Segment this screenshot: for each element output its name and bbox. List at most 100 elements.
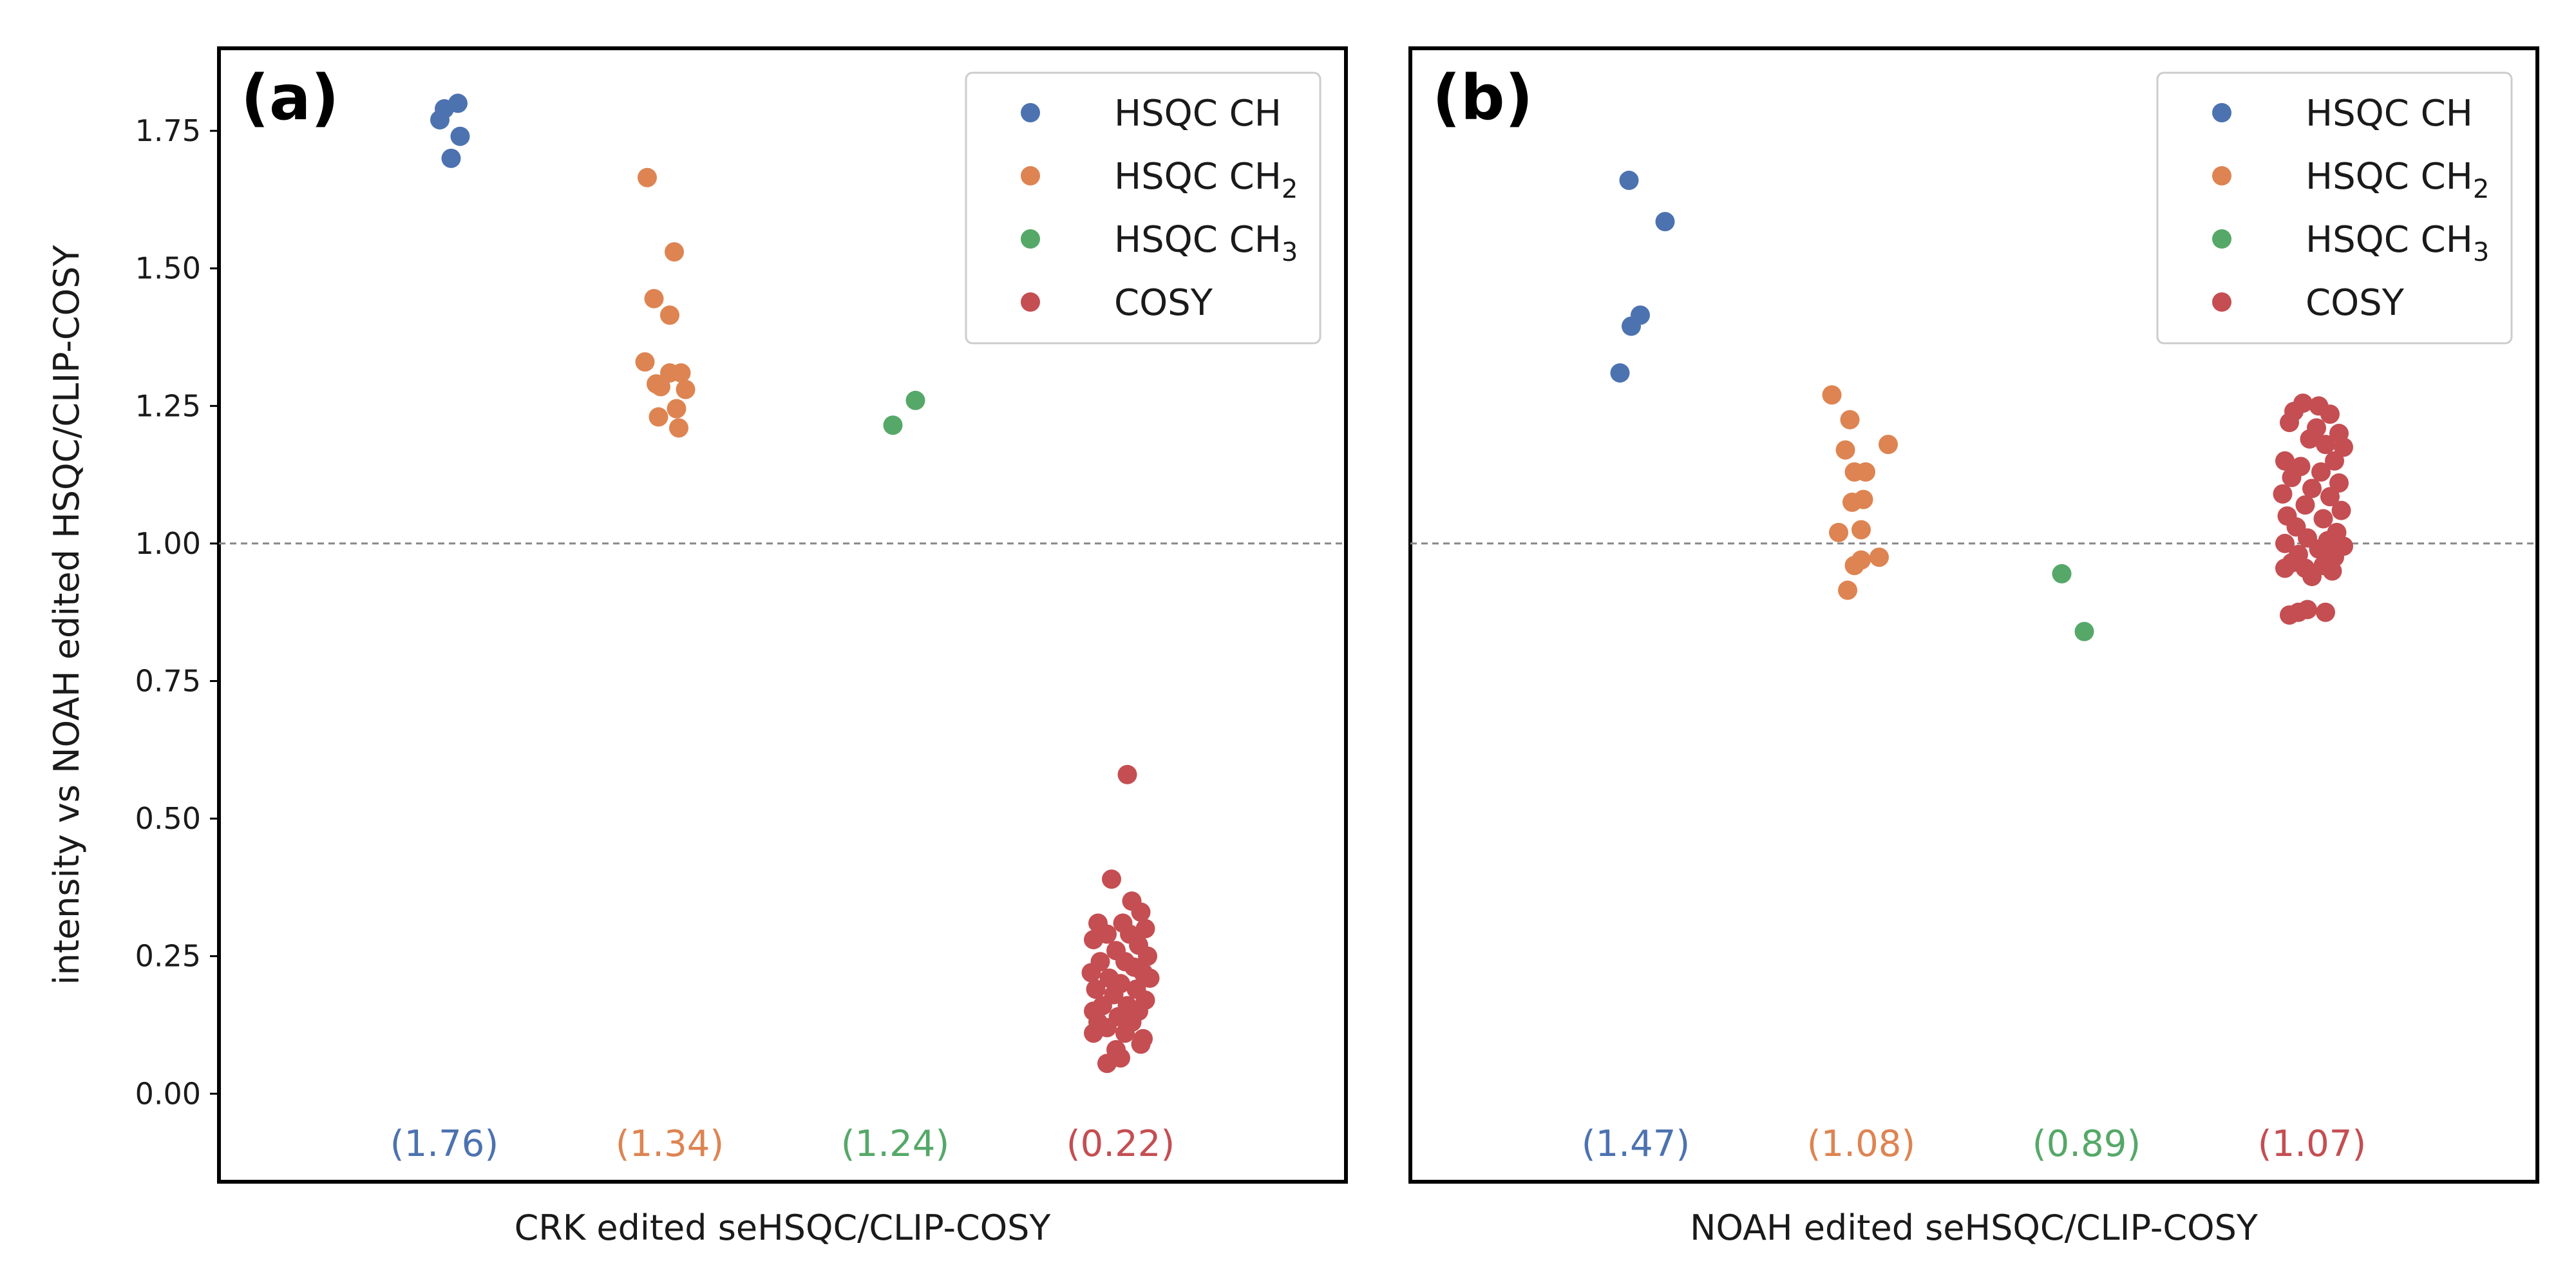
data-point xyxy=(2273,484,2293,504)
y-tick-label: 0.75 xyxy=(135,664,201,699)
mean-label: (1.07) xyxy=(2258,1123,2366,1165)
mean-label: (1.24) xyxy=(841,1123,949,1165)
y-tick-label: 0.00 xyxy=(135,1076,201,1111)
data-point xyxy=(2052,564,2072,583)
data-point xyxy=(2325,451,2344,471)
data-point xyxy=(1610,363,1630,383)
series-3 xyxy=(2273,393,2353,625)
mean-label: (1.47) xyxy=(1582,1123,1690,1165)
data-point xyxy=(1655,212,1675,232)
data-point xyxy=(1084,1023,1103,1043)
data-point xyxy=(2302,478,2322,498)
legend-box xyxy=(2156,71,2513,345)
data-point xyxy=(1852,520,1871,540)
data-point xyxy=(1835,440,1855,460)
data-point xyxy=(676,379,696,399)
y-tick-label: 0.50 xyxy=(135,801,201,836)
data-point xyxy=(1097,1054,1117,1074)
data-point xyxy=(2316,602,2335,622)
data-point xyxy=(1117,764,1137,784)
y-tick-label: 0.25 xyxy=(135,939,201,974)
data-point xyxy=(667,399,687,419)
data-point xyxy=(1102,869,1121,889)
mean-label: (0.89) xyxy=(2032,1123,2141,1165)
data-point xyxy=(2282,468,2302,488)
data-point xyxy=(649,407,668,427)
series-2 xyxy=(883,390,925,435)
data-point xyxy=(2309,539,2329,559)
data-point xyxy=(883,415,903,435)
data-point xyxy=(1822,385,1842,405)
data-point xyxy=(2313,509,2333,529)
plot-frame xyxy=(1408,46,2539,1184)
series-0 xyxy=(430,93,470,168)
data-point xyxy=(635,352,655,372)
data-point xyxy=(638,167,657,187)
data-point xyxy=(2300,429,2320,449)
data-point xyxy=(2331,500,2351,520)
data-point xyxy=(671,363,691,383)
plot-frame xyxy=(217,46,1348,1184)
panel-b: (b) NOAH edited seHSQC/CLIP-COSY (1.47) (1.… xyxy=(1408,46,2539,1248)
panel-label: (a) xyxy=(241,62,339,134)
data-point xyxy=(1838,580,1857,600)
data-point xyxy=(2311,462,2331,482)
data-point xyxy=(1135,918,1155,938)
data-point xyxy=(2302,567,2322,587)
data-point xyxy=(644,289,664,308)
data-point xyxy=(2295,495,2315,515)
data-point xyxy=(905,390,925,410)
x-axis-label: CRK edited seHSQC/CLIP-COSY xyxy=(515,1208,1052,1248)
mean-label: (0.22) xyxy=(1066,1123,1175,1165)
data-point xyxy=(1622,316,1641,336)
series-0 xyxy=(1610,171,1675,383)
y-axis-label: intensity vs NOAH edited HSQC/CLIP-COSY xyxy=(46,245,87,985)
legend-marker xyxy=(1021,103,1040,122)
legend-marker xyxy=(1021,292,1040,312)
legend-entry: COSY xyxy=(2306,282,2405,324)
legend-marker xyxy=(2212,103,2231,122)
legend-entry: HSQC CH xyxy=(2306,93,2473,135)
x-axis-label: NOAH edited seHSQC/CLIP-COSY xyxy=(1690,1208,2259,1248)
data-point xyxy=(1840,410,1860,430)
data-point xyxy=(2275,451,2295,471)
panel-label: (b) xyxy=(1432,62,1533,134)
series-1 xyxy=(635,167,696,438)
legend-entry: HSQC CH xyxy=(1114,93,1282,135)
data-point xyxy=(1131,1034,1151,1054)
data-point xyxy=(450,126,470,146)
y-tick-label: 1.00 xyxy=(135,526,201,561)
y-tick-label: 1.25 xyxy=(135,388,201,423)
data-point xyxy=(2280,412,2299,432)
data-point xyxy=(1140,968,1160,988)
data-point xyxy=(448,93,468,113)
legend-marker xyxy=(1021,229,1040,249)
legend: HSQC CH HSQC CH2 HSQC CH3 COSY xyxy=(2156,71,2513,345)
legend-marker xyxy=(1021,166,1040,185)
series-2 xyxy=(2052,564,2094,641)
data-point xyxy=(1081,963,1101,983)
series-3 xyxy=(1081,764,1160,1074)
data-point xyxy=(2316,435,2335,455)
legend-entry: COSY xyxy=(1114,282,1213,324)
data-point xyxy=(1131,902,1151,922)
data-point xyxy=(1879,435,1898,455)
data-point xyxy=(1829,522,1848,542)
data-point xyxy=(2334,437,2353,457)
data-point xyxy=(660,305,679,325)
data-point xyxy=(1619,171,1639,191)
data-point xyxy=(2275,558,2295,578)
data-point xyxy=(1870,547,1889,567)
data-point xyxy=(665,242,684,262)
legend-entry: HSQC CH2 xyxy=(2306,156,2489,204)
legend-entry: HSQC CH3 xyxy=(2306,219,2489,267)
data-point xyxy=(1084,930,1103,950)
data-point xyxy=(1086,979,1106,999)
data-point xyxy=(2074,621,2094,641)
data-point xyxy=(2322,561,2342,581)
legend-marker xyxy=(2212,166,2231,185)
data-point xyxy=(2298,600,2317,620)
legend-box xyxy=(965,71,1321,345)
data-point xyxy=(1842,492,1862,512)
